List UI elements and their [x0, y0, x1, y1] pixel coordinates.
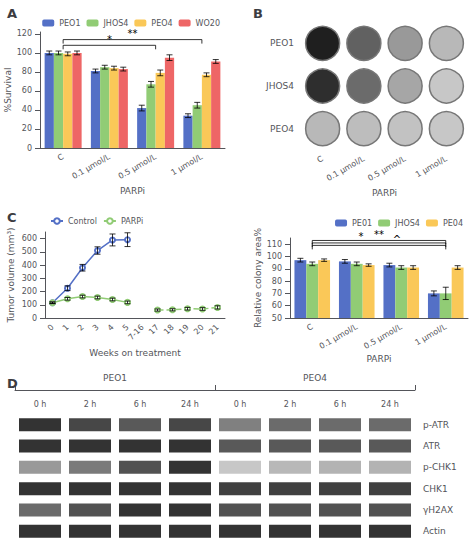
svg-text:1: 1: [61, 323, 71, 333]
svg-text:100: 100: [267, 252, 282, 261]
svg-text:**: **: [128, 28, 138, 39]
svg-text:6 h: 6 h: [134, 400, 147, 409]
svg-text:PARPi: PARPi: [120, 186, 145, 196]
svg-text:PEO4: PEO4: [270, 124, 294, 134]
svg-text:100: 100: [17, 48, 32, 57]
svg-text:3: 3: [91, 323, 101, 333]
svg-text:5: 5: [121, 323, 131, 333]
svg-text:Actin: Actin: [423, 526, 446, 536]
svg-text:0.5 μmol/L: 0.5 μmol/L: [117, 152, 159, 181]
svg-text:200: 200: [22, 287, 37, 296]
svg-text:80: 80: [272, 277, 282, 286]
svg-text:0 h: 0 h: [34, 400, 47, 409]
svg-text:1 μmol/L: 1 μmol/L: [413, 322, 448, 347]
svg-text:0: 0: [46, 323, 56, 333]
svg-text:PEO4: PEO4: [151, 19, 172, 28]
svg-text:JHOS4: JHOS4: [394, 219, 420, 228]
svg-text:0.1 μmol/L: 0.1 μmol/L: [318, 322, 360, 351]
svg-text:JHOS4: JHOS4: [265, 81, 294, 91]
svg-text:JHOS4: JHOS4: [103, 19, 129, 28]
svg-text:C: C: [7, 210, 17, 225]
svg-text:C: C: [305, 322, 315, 333]
svg-text:500: 500: [22, 247, 37, 256]
svg-text:100: 100: [22, 300, 37, 309]
svg-text:Tumor volume (mm³): Tumor volume (mm³): [6, 227, 16, 323]
svg-text:50: 50: [272, 314, 282, 323]
svg-text:2 h: 2 h: [84, 400, 97, 409]
svg-text:24 h: 24 h: [381, 400, 399, 409]
svg-text:^: ^: [393, 234, 401, 245]
svg-text:20: 20: [192, 323, 206, 337]
svg-text:**: **: [374, 229, 384, 240]
svg-text:17: 17: [147, 323, 161, 337]
svg-text:PARPi: PARPi: [372, 188, 397, 198]
svg-text:20: 20: [22, 124, 32, 133]
svg-text:300: 300: [22, 274, 37, 283]
svg-text:7-16: 7-16: [127, 323, 146, 342]
svg-text:PEO1: PEO1: [103, 373, 127, 383]
svg-text:γH2AX: γH2AX: [423, 505, 453, 515]
svg-text:Control: Control: [68, 217, 97, 226]
svg-text:PE01: PE01: [352, 219, 372, 228]
svg-text:0.5 μmol/L: 0.5 μmol/L: [366, 154, 408, 183]
svg-text:1 μmol/L: 1 μmol/L: [170, 152, 205, 177]
svg-text:400: 400: [22, 261, 37, 270]
svg-text:40: 40: [22, 105, 32, 114]
svg-text:60: 60: [22, 86, 32, 95]
svg-text:A: A: [7, 6, 17, 21]
svg-text:0: 0: [32, 314, 37, 323]
svg-text:0.1 μmol/L: 0.1 μmol/L: [325, 154, 367, 183]
svg-text:600: 600: [22, 234, 37, 243]
svg-text:70: 70: [272, 289, 282, 298]
svg-text:0 h: 0 h: [234, 400, 247, 409]
svg-text:6 h: 6 h: [334, 400, 347, 409]
svg-text:PEO1: PEO1: [270, 38, 294, 48]
svg-text:60: 60: [272, 301, 282, 310]
svg-text:24 h: 24 h: [181, 400, 199, 409]
svg-text:PARPi: PARPi: [121, 217, 143, 226]
svg-text:90: 90: [272, 264, 282, 273]
svg-text:%Survival: %Survival: [3, 68, 13, 113]
svg-text:0.5 μmol/L: 0.5 μmol/L: [362, 322, 404, 351]
svg-text:PARPi: PARPi: [367, 354, 392, 364]
svg-text:110: 110: [267, 240, 282, 249]
svg-text:1 μmol/L: 1 μmol/L: [414, 154, 449, 179]
svg-text:Weeks on treatment: Weeks on treatment: [89, 348, 181, 358]
svg-text:PEO4: PEO4: [303, 373, 327, 383]
svg-text:80: 80: [22, 67, 32, 76]
svg-text:PE04: PE04: [443, 219, 463, 228]
svg-text:WO20: WO20: [196, 19, 220, 28]
svg-text:18: 18: [162, 323, 176, 337]
svg-text:C: C: [316, 154, 326, 165]
svg-text:2: 2: [76, 323, 86, 333]
svg-text:19: 19: [177, 323, 191, 337]
svg-text:0: 0: [27, 144, 32, 153]
svg-text:ATR: ATR: [423, 441, 440, 451]
svg-text:2 h: 2 h: [284, 400, 297, 409]
svg-text:D: D: [7, 376, 18, 391]
svg-text:21: 21: [207, 323, 221, 337]
svg-text:C: C: [56, 152, 66, 163]
svg-text:120: 120: [17, 29, 32, 38]
svg-text:p-CHK1: p-CHK1: [423, 462, 457, 472]
svg-text:PEO1: PEO1: [59, 19, 80, 28]
svg-text:0.1 μmol/L: 0.1 μmol/L: [70, 152, 112, 181]
svg-text:p-ATR: p-ATR: [423, 420, 449, 430]
svg-text:B: B: [253, 6, 263, 21]
svg-text:Relative colony area%: Relative colony area%: [253, 227, 263, 328]
svg-text:4: 4: [106, 323, 116, 333]
svg-text:CHK1: CHK1: [423, 484, 448, 494]
